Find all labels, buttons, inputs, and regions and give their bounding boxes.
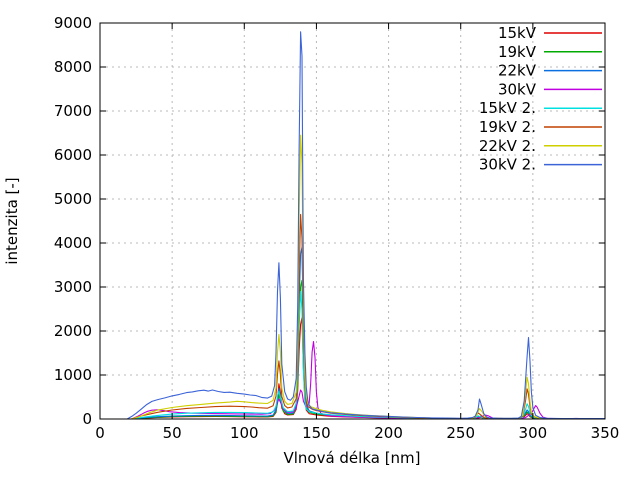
y-tick-label: 1000 [54,366,92,384]
x-tick-label: 50 [163,424,182,442]
y-tick-label: 7000 [54,102,92,120]
x-tick-label: 250 [446,424,475,442]
y-tick-label: 8000 [54,58,92,76]
series-line-19kV-2- [131,213,606,420]
legend-label-19kV: 19kV [498,43,537,61]
y-tick-label: 4000 [54,234,92,252]
legend-label-30kV: 30kV [498,80,537,98]
legend-label-30kV-2-: 30kV 2. [479,156,536,174]
series-line-15kV-2- [133,290,606,420]
legend-label-15kV-2-: 15kV 2. [479,99,536,117]
y-tick-label: 5000 [54,190,92,208]
y-tick-label: 2000 [54,322,92,340]
x-axis-label: Vlnová délka [nm] [283,449,420,467]
y-tick-label: 9000 [54,14,92,32]
legend-label-22kV: 22kV [498,62,537,80]
x-tick-label: 0 [95,424,105,442]
plot-border [99,22,606,420]
series-line-30kV [131,341,606,420]
x-tick-label: 200 [374,424,403,442]
tick-labels: 0 50 100 150 200 250 300 350 0 1000 2000 3000 4000 50… [54,14,620,442]
series-line-22kV-2- [131,134,606,420]
x-tick-label: 150 [302,424,331,442]
x-tick-label: 350 [591,424,620,442]
legend-label-15kV: 15kV [498,24,537,42]
x-tick-label: 300 [519,424,548,442]
y-tick-label: 6000 [54,146,92,164]
x-tick-label: 100 [230,424,259,442]
series-lines [127,31,606,420]
legend-label-19kV-2-: 19kV 2. [479,118,536,136]
series-line-30kV-2- [127,31,606,420]
series-line-22kV [133,246,606,420]
axes [99,22,606,420]
series-line-19kV [134,279,605,420]
y-axis-label: intenzita [-] [3,177,21,264]
grid-lines [100,23,605,419]
y-tick-label: 3000 [54,278,92,296]
legend-label-22kV-2-: 22kV 2. [479,137,536,155]
y-tick-label: 0 [82,410,92,428]
